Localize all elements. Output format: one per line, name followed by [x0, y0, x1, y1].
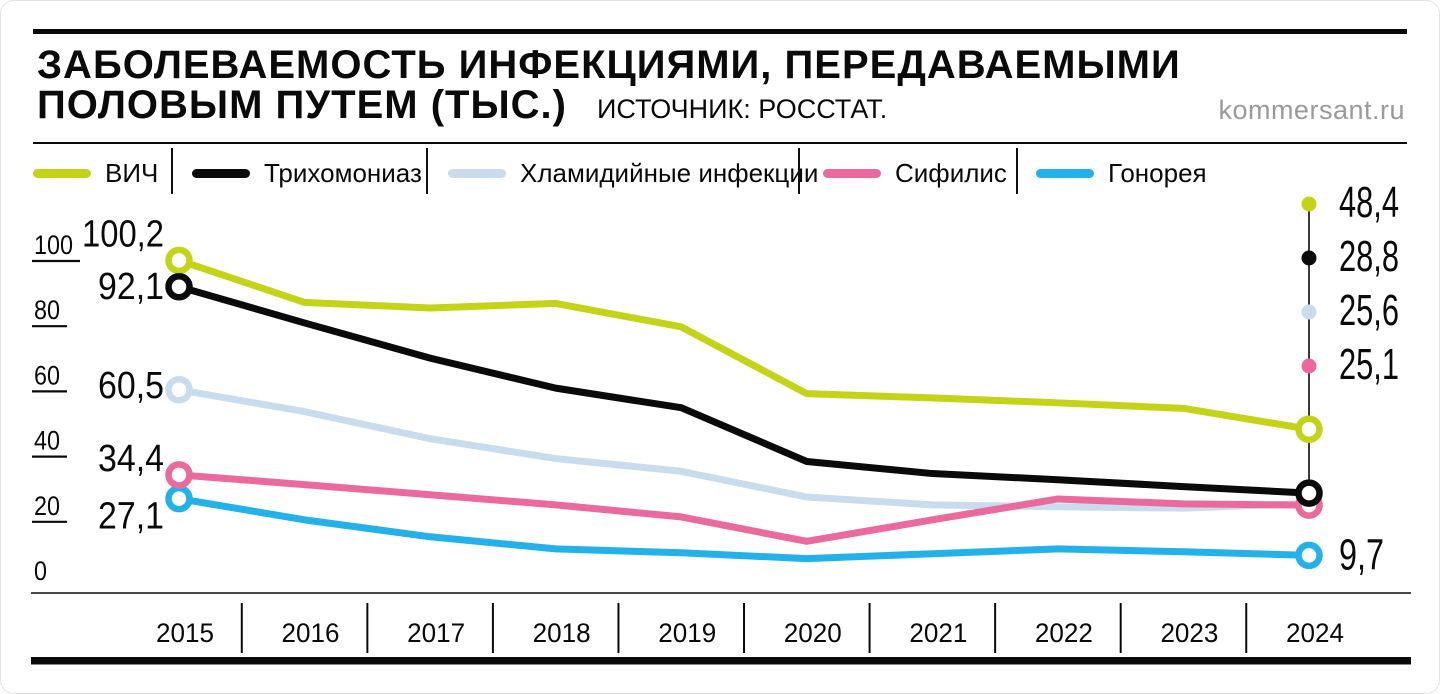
legend-swatch	[823, 168, 881, 178]
x-axis-year-label: 2019	[658, 618, 716, 648]
y-axis-tick-label: 0	[34, 556, 47, 586]
start-point-marker-4	[165, 484, 193, 513]
end-value-label-3: 25,1	[1339, 340, 1399, 389]
x-axis-year-label: 2023	[1160, 618, 1218, 648]
y-axis-tick-label: 100	[34, 230, 73, 260]
series-line-1	[175, 283, 1313, 497]
start-point-marker-2	[165, 376, 193, 404]
x-axis-year-label: 2022	[1035, 618, 1093, 648]
callout-dot-0	[1301, 196, 1317, 212]
legend-swatch	[33, 168, 91, 178]
title-line1: ЗАБОЛЕВАЕМОСТЬ ИНФЕКЦИЯМИ, ПЕРЕДАВАЕМЫМИ	[37, 43, 1181, 87]
legend-swatch	[1036, 168, 1094, 178]
callout-dot-3	[1301, 358, 1317, 374]
kommersant-watermark[interactable]: kommersant.ru	[1218, 95, 1405, 125]
x-axis-year-label: 2018	[533, 618, 591, 648]
legend-label: Трихомониаз	[264, 157, 422, 188]
y-axis-tick-label: 40	[34, 426, 60, 456]
series-line-3	[175, 471, 1313, 545]
legend-separator	[426, 148, 428, 194]
bottom-rule	[31, 657, 1411, 665]
series-line-4	[175, 495, 1313, 563]
legend-item-chlamydia: Хламидийные инфекции	[448, 151, 818, 195]
x-axis-year-label: 2016	[282, 618, 340, 648]
series-line-0	[175, 256, 1313, 433]
start-point-marker-1	[165, 273, 193, 301]
start-value-label-1: 92,1	[98, 266, 164, 308]
x-axis-year-label: 2017	[407, 618, 465, 648]
y-axis-tick-label: 80	[34, 295, 60, 325]
legend-label: Сифилис	[895, 157, 1007, 188]
start-value-label-4: 27,1	[98, 496, 164, 538]
legend-item-trichomoniasis: Трихомониаз	[192, 151, 422, 195]
callout-dot-1	[1301, 250, 1317, 266]
end-point-marker-4	[1295, 541, 1323, 570]
x-axis-year-label: 2024	[1286, 618, 1344, 648]
source-label: ИСТОЧНИК: РОССТАТ.	[596, 94, 888, 124]
legend-label: ВИЧ	[105, 157, 159, 188]
end-value-label-1: 28,8	[1339, 232, 1399, 281]
start-value-label-2: 60,5	[98, 365, 164, 407]
series-line-2	[175, 386, 1313, 512]
end-point-marker-0	[1295, 415, 1323, 443]
end-value-label-4: 9,7	[1339, 530, 1384, 579]
legend-label: Хламидийные инфекции	[520, 157, 819, 188]
start-value-label-3: 34,4	[98, 438, 164, 480]
start-point-marker-0	[165, 246, 193, 275]
title-line2: ПОЛОВЫМ ПУТЕМ (ТЫС.)	[37, 83, 567, 127]
callout-dot-2	[1301, 304, 1317, 320]
x-axis-year-label: 2015	[156, 618, 214, 648]
legend-swatch	[448, 168, 506, 178]
legend-item-hiv: ВИЧ	[33, 151, 158, 195]
legend-swatch	[192, 168, 250, 178]
legend-separator	[798, 148, 800, 194]
header-divider	[33, 142, 1407, 144]
legend-item-syphilis: Сифилис	[823, 151, 1007, 195]
end-value-label-0: 48,4	[1339, 178, 1399, 227]
legend-separator	[171, 148, 173, 194]
start-point-marker-3	[165, 461, 193, 489]
y-axis-tick-label: 60	[34, 360, 60, 390]
x-axis-year-label: 2020	[784, 618, 842, 648]
x-axis-year-label: 2021	[909, 618, 967, 648]
legend-item-gonorrhea: Гонорея	[1036, 151, 1207, 195]
end-value-label-2: 25,6	[1339, 286, 1399, 335]
end-point-marker-1	[1295, 479, 1323, 507]
chart-title: ЗАБОЛЕВАЕМОСТЬ ИНФЕКЦИЯМИ, ПЕРЕДАВАЕМЫМИ…	[37, 45, 1181, 129]
y-axis-tick-label: 20	[34, 491, 60, 521]
legend-separator	[1016, 148, 1018, 194]
legend-label: Гонорея	[1108, 157, 1207, 188]
start-value-label-0: 100,2	[82, 213, 164, 255]
top-rule	[33, 29, 1407, 34]
